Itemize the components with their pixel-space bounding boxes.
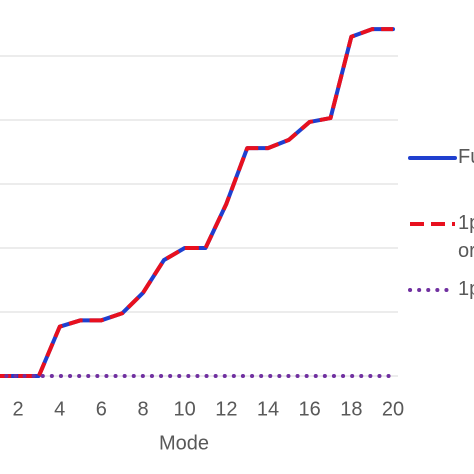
x-tick-label: 2: [12, 398, 23, 420]
x-tick-label: 18: [340, 398, 362, 420]
x-tick-label: 4: [54, 398, 65, 420]
legend-label: 1p: [458, 278, 474, 300]
x-tick-label: 6: [96, 398, 107, 420]
legend-label-line: 1p: [458, 278, 474, 300]
legend-label-line: Fu: [458, 146, 474, 168]
x-tick-label: 14: [257, 398, 279, 420]
x-axis-title: Mode: [159, 432, 209, 454]
legend-label-line: 1p: [458, 212, 474, 234]
legend-label: 1p or: [458, 212, 474, 262]
x-tick-label: 8: [137, 398, 148, 420]
x-tick-label: 16: [299, 398, 321, 420]
legend-label: Fu: [458, 146, 474, 168]
legend-label-line: or: [458, 240, 474, 262]
x-tick-label: 10: [174, 398, 196, 420]
series-line: [0, 27, 395, 378]
series-line: [0, 27, 393, 378]
x-tick-label: 20: [382, 398, 404, 420]
x-tick-label: 12: [215, 398, 237, 420]
